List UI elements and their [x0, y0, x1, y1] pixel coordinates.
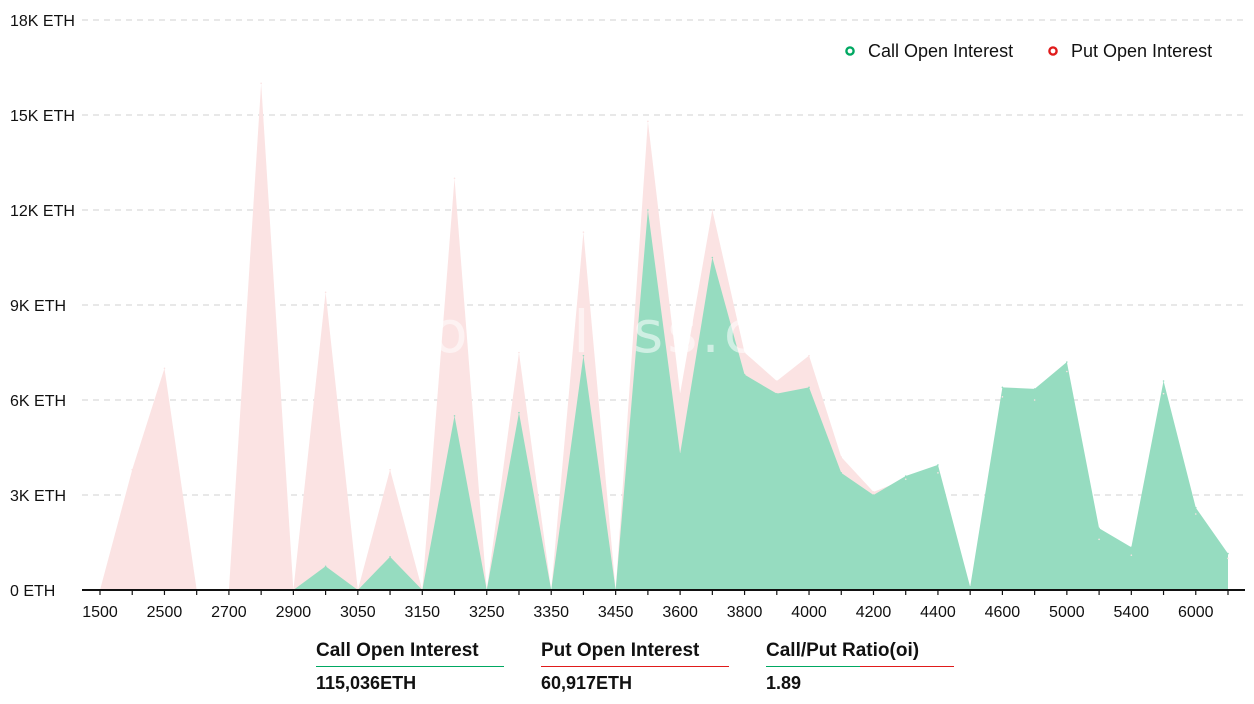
y-tick-label: 18K ETH: [10, 13, 75, 30]
stat-call-oi-label: Call Open Interest: [316, 640, 479, 661]
stat-put-oi-value: 60,917ETH: [541, 673, 633, 693]
call-oi-point: [647, 209, 649, 211]
call-oi-point: [840, 472, 843, 474]
call-oi-point: [776, 392, 778, 395]
put-oi-point: [324, 291, 327, 294]
put-oi-point: [453, 177, 456, 180]
x-tick-label: 3050: [340, 604, 376, 621]
watermark: coinglass.com: [396, 298, 859, 366]
legend-label-put: Put Open Interest: [1071, 41, 1212, 61]
y-tick-label: 15K ETH: [10, 108, 75, 125]
chart-legend[interactable]: Call Open Interest Put Open Interest: [845, 41, 1212, 61]
call-oi-point: [1066, 361, 1068, 363]
call-oi-point: [453, 415, 456, 417]
put-oi-point: [904, 478, 907, 480]
call-oi-point: [1098, 527, 1100, 530]
x-tick-label: 4000: [791, 604, 827, 621]
stat-call-oi: Call Open Interest 115,036ETH: [316, 640, 504, 694]
put-oi-point: [1033, 399, 1036, 401]
stat-put-oi-label: Put Open Interest: [541, 640, 700, 661]
put-oi-point: [776, 380, 778, 382]
chart-axes: 0 ETH 3K ETH 6K ETH 9K ETH 12K ETH 15K ETH 18K…: [10, 13, 1245, 621]
put-oi-point: [389, 468, 391, 471]
stat-ratio-underline: [766, 666, 954, 667]
summary-stats: Call Open Interest 115,036ETH Put Open I…: [316, 640, 1016, 704]
x-tick-label: 3600: [662, 604, 698, 621]
put-oi-point: [582, 231, 585, 233]
call-oi-point: [808, 386, 810, 389]
put-oi-point: [647, 120, 649, 123]
put-oi-point: [808, 354, 810, 357]
put-oi-point: [1098, 538, 1100, 541]
call-oi-point: [937, 464, 939, 466]
put-oi-point: [163, 367, 166, 370]
x-tick-label: 6000: [1178, 604, 1214, 621]
y-tick-label: 3K ETH: [10, 488, 66, 505]
call-oi-point: [1130, 546, 1133, 549]
call-oi-point: [1001, 386, 1004, 389]
call-oi-point: [1033, 388, 1036, 390]
put-oi-point: [1001, 396, 1004, 398]
legend-marker-put: [1048, 46, 1058, 56]
call-oi-area: [100, 210, 1228, 590]
x-tick-label: 2700: [211, 604, 247, 621]
stat-ratio: Call/Put Ratio(oi) 1.89: [766, 640, 954, 694]
x-tick-label: 3350: [533, 604, 569, 621]
x-tick-label: 3150: [404, 604, 440, 621]
x-tick-label: 5000: [1049, 604, 1085, 621]
put-oi-point: [1194, 513, 1197, 515]
put-oi-point: [743, 351, 746, 354]
x-tick-label: 4400: [920, 604, 956, 621]
call-oi-point: [904, 475, 907, 477]
x-tick-label: 1500: [82, 604, 118, 621]
put-oi-point: [1130, 554, 1133, 556]
stat-call-oi-value: 115,036ETH: [316, 673, 417, 693]
y-tick-label: 12K ETH: [10, 203, 75, 220]
stat-put-oi: Put Open Interest 60,917ETH: [541, 640, 729, 694]
legend-item-call[interactable]: Call Open Interest: [845, 41, 1013, 61]
y-tick-label: 0 ETH: [10, 583, 55, 600]
x-tick-label: 3450: [598, 604, 634, 621]
x-tick-label: 2500: [147, 604, 183, 621]
call-oi-point: [711, 256, 714, 259]
legend-item-put[interactable]: Put Open Interest: [1048, 41, 1212, 61]
x-tick-label: 3800: [727, 604, 763, 621]
x-tick-label: 4600: [985, 604, 1021, 621]
stat-put-oi-underline: [541, 666, 729, 667]
put-oi-point: [131, 468, 134, 471]
x-tick-label: 2900: [276, 604, 312, 621]
call-oi-point: [389, 555, 391, 558]
put-oi-point: [679, 392, 681, 395]
x-tick-label: 4200: [856, 604, 892, 621]
call-oi-point: [743, 373, 746, 376]
stat-call-oi-underline: [316, 666, 504, 667]
x-tick-label: 3250: [469, 604, 505, 621]
legend-label-call: Call Open Interest: [868, 41, 1013, 61]
put-oi-point: [937, 472, 939, 474]
put-oi-point: [1162, 392, 1165, 395]
put-oi-point: [711, 209, 714, 211]
y-tick-label: 9K ETH: [10, 298, 66, 315]
call-oi-point: [518, 411, 520, 414]
y-tick-label: 6K ETH: [10, 393, 66, 410]
call-oi-point: [969, 586, 971, 588]
call-oi-point: [324, 565, 327, 568]
stat-ratio-value: 1.89: [766, 673, 802, 693]
call-oi-point: [679, 453, 681, 455]
legend-marker-call: [845, 46, 855, 56]
call-oi-point: [1194, 506, 1197, 509]
stat-ratio-label: Call/Put Ratio(oi): [766, 640, 920, 661]
call-oi-point: [582, 354, 585, 357]
call-oi-point: [872, 494, 875, 496]
put-oi-point: [1227, 557, 1229, 560]
put-oi-point: [260, 82, 262, 85]
x-tick-label: 5400: [1114, 604, 1150, 621]
put-oi-point: [518, 351, 520, 354]
call-oi-point: [1227, 552, 1229, 555]
call-oi-point: [1162, 380, 1165, 382]
put-oi-point: [872, 491, 875, 493]
put-oi-point: [1066, 370, 1068, 373]
put-oi-point: [840, 456, 843, 458]
